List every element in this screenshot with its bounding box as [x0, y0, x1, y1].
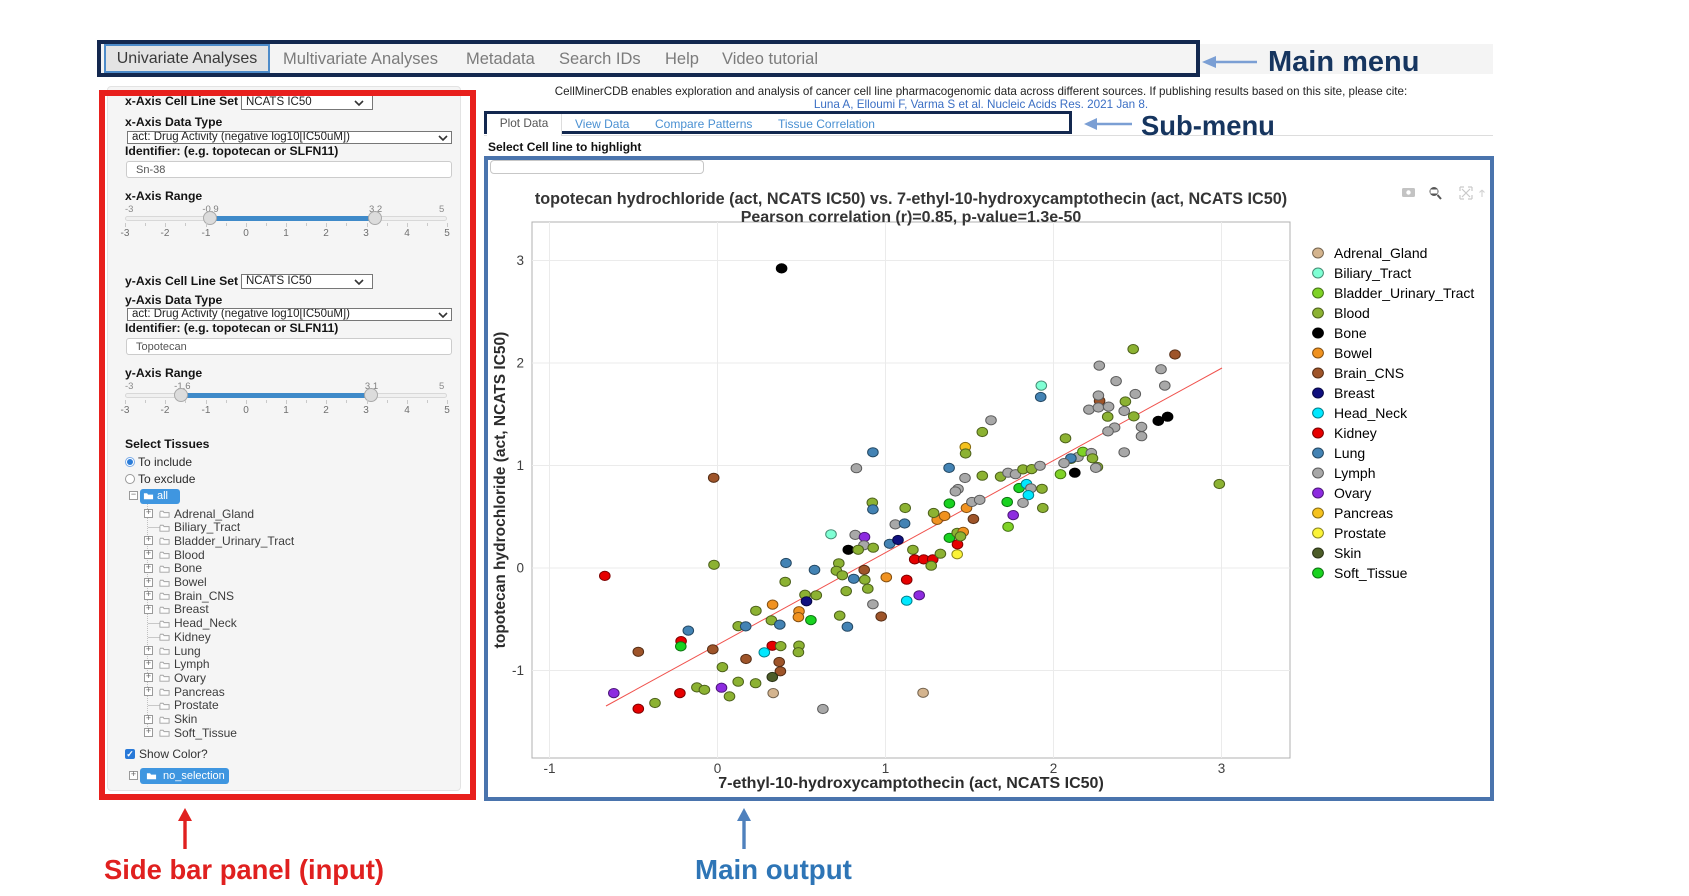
- svg-text:Ovary: Ovary: [1334, 485, 1371, 501]
- svg-text:Kidney: Kidney: [1334, 425, 1377, 441]
- svg-text:0: 0: [714, 761, 722, 776]
- svg-text:Breast: Breast: [1334, 385, 1375, 401]
- svg-text:Head_Neck: Head_Neck: [1334, 405, 1408, 421]
- svg-text:Lung: Lung: [1334, 445, 1365, 461]
- svg-text:Biliary_Tract: Biliary_Tract: [1334, 265, 1411, 281]
- svg-text:topotecan hydrochloride (act,: topotecan hydrochloride (act, NCATS IC50…: [535, 190, 1287, 208]
- svg-text:3: 3: [1218, 761, 1226, 776]
- svg-text:Brain_CNS: Brain_CNS: [1334, 365, 1404, 381]
- svg-text:Bone: Bone: [1334, 325, 1367, 341]
- svg-text:Soft_Tissue: Soft_Tissue: [1334, 565, 1408, 581]
- svg-text:topotecan hydrochloride (act,: topotecan hydrochloride (act, NCATS IC50…: [492, 332, 509, 649]
- svg-text:Blood: Blood: [1334, 305, 1370, 321]
- svg-text:Bladder_Urinary_Tract: Bladder_Urinary_Tract: [1334, 285, 1474, 301]
- svg-text:1: 1: [882, 761, 890, 776]
- svg-text:7-ethyl-10-hydroxycamptothecin: 7-ethyl-10-hydroxycamptothecin (act, NCA…: [718, 775, 1104, 792]
- svg-text:Lymph: Lymph: [1334, 465, 1376, 481]
- svg-text:3: 3: [516, 253, 524, 268]
- svg-text:2: 2: [1050, 761, 1058, 776]
- svg-text:Prostate: Prostate: [1334, 525, 1386, 541]
- svg-text:Pearson correlation (r)=0.85,: Pearson correlation (r)=0.85, p-value=1.…: [741, 209, 1082, 226]
- svg-text:-1: -1: [512, 663, 524, 678]
- svg-text:0: 0: [516, 561, 524, 576]
- svg-text:Pancreas: Pancreas: [1334, 505, 1393, 521]
- svg-text:-1: -1: [543, 761, 555, 776]
- svg-text:Adrenal_Gland: Adrenal_Gland: [1334, 245, 1427, 261]
- svg-text:Bowel: Bowel: [1334, 345, 1372, 361]
- svg-text:Skin: Skin: [1334, 545, 1361, 561]
- svg-text:2: 2: [516, 356, 524, 371]
- svg-text:1: 1: [516, 458, 524, 473]
